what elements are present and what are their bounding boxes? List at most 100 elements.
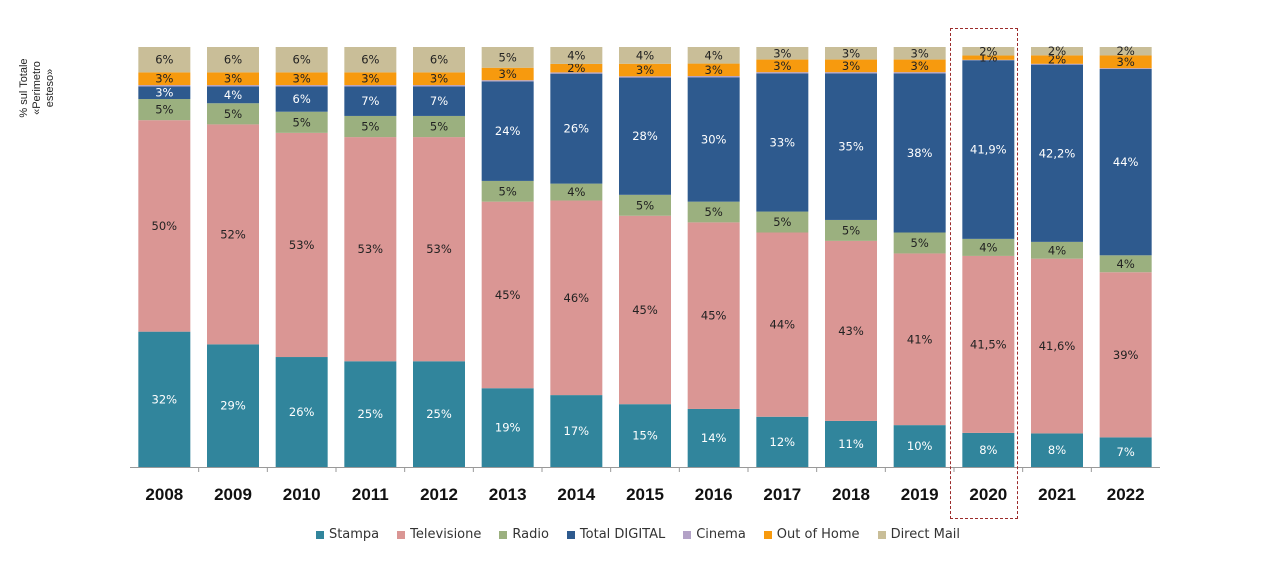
data-label: 45% xyxy=(701,309,727,323)
bar-segment xyxy=(413,137,465,362)
bar-segment xyxy=(207,124,259,345)
data-label: 6% xyxy=(155,53,173,67)
legend-item-stampa: Stampa xyxy=(315,527,379,542)
bar-segment xyxy=(550,395,603,467)
data-label: 3% xyxy=(430,72,448,86)
bar-segment xyxy=(481,67,534,81)
data-label: 5% xyxy=(705,205,723,219)
y-axis-label-line-2: «Perimetro esteso» xyxy=(31,61,56,115)
bar-segment xyxy=(893,253,946,426)
bar-segment xyxy=(1099,69,1152,256)
bar-segment xyxy=(138,331,191,467)
data-label: 14% xyxy=(701,431,727,445)
data-label: 5% xyxy=(224,107,242,121)
bar-segment xyxy=(1099,272,1152,438)
bar-segment xyxy=(207,86,259,104)
bar-segment xyxy=(344,72,397,86)
bar-segment xyxy=(550,47,603,64)
legend-item-out-of-home: Out of Home xyxy=(763,527,860,542)
data-label: 4% xyxy=(567,185,585,199)
data-label: 7% xyxy=(430,94,448,108)
bar-segment xyxy=(687,408,740,467)
bar-segment xyxy=(207,344,259,467)
bar-segment xyxy=(1031,258,1083,434)
bar-segment xyxy=(962,432,1015,467)
bar-segment xyxy=(481,81,534,181)
bar-segment xyxy=(413,72,465,86)
bar-segment xyxy=(1099,55,1152,69)
data-label: 35% xyxy=(838,140,864,154)
data-label: 25% xyxy=(426,407,452,421)
bar-segment xyxy=(825,240,877,421)
bar-segment xyxy=(756,47,809,60)
bar-segment xyxy=(1099,47,1152,56)
legend-label: Direct Mail xyxy=(890,527,961,542)
data-label: 4% xyxy=(705,48,723,62)
data-label: 8% xyxy=(979,443,997,457)
bar-segment xyxy=(687,222,740,409)
legend-item-direct-mail: Direct Mail xyxy=(877,527,961,542)
bar-segment xyxy=(207,103,259,125)
legend-swatch xyxy=(499,530,508,539)
bar-segment xyxy=(962,47,1015,56)
bar-segment xyxy=(825,73,877,220)
bar-segment xyxy=(138,72,191,86)
y-axis-label-line-1: % sul Totale xyxy=(18,58,30,118)
x-tick-label: 2011 xyxy=(352,485,389,504)
bar-segment xyxy=(619,47,671,64)
bar-segment xyxy=(207,72,259,86)
data-label: 3% xyxy=(773,59,791,73)
bar-segment xyxy=(481,47,534,68)
bar-segment xyxy=(619,194,671,216)
x-tick-label: 2019 xyxy=(901,485,939,504)
bar-segment xyxy=(1099,255,1152,273)
x-tick-label: 2010 xyxy=(283,485,321,504)
bar-segment xyxy=(275,72,328,86)
data-label: 2% xyxy=(567,61,585,75)
legend: Stampa Televisione Radio Total DIGITAL C… xyxy=(0,527,1276,542)
data-label: 6% xyxy=(430,53,448,67)
bar-segment xyxy=(756,416,809,467)
bar-segment xyxy=(138,120,191,332)
data-label: 3% xyxy=(1117,55,1135,69)
data-label: 4% xyxy=(567,48,585,62)
bar-segment xyxy=(756,72,809,74)
legend-label: Out of Home xyxy=(776,527,860,542)
bar-segment xyxy=(481,180,534,202)
legend-label: Televisione xyxy=(410,527,482,542)
data-label: 24% xyxy=(495,124,521,138)
data-label: 3% xyxy=(911,46,929,60)
bar-segment xyxy=(962,238,1015,256)
data-label: 53% xyxy=(289,238,315,252)
data-label: 53% xyxy=(358,242,384,256)
data-label: 28% xyxy=(632,129,658,143)
data-label: 7% xyxy=(361,94,379,108)
data-label: 3% xyxy=(911,59,929,73)
legend-swatch xyxy=(315,530,324,539)
x-tick-label: 2012 xyxy=(420,485,458,504)
data-label: 5% xyxy=(842,223,860,237)
data-label: 46% xyxy=(564,291,590,305)
bar-segment xyxy=(550,63,603,73)
bar-segment xyxy=(275,85,328,87)
data-label: 53% xyxy=(426,242,452,256)
bar-segment xyxy=(893,72,946,74)
bar-segment xyxy=(962,60,1015,239)
bar-segment xyxy=(619,77,671,195)
x-tick-label: 2016 xyxy=(695,485,733,504)
bar-segment xyxy=(275,132,328,358)
data-label: 4% xyxy=(1117,257,1135,271)
data-label: 42,2% xyxy=(1039,146,1076,160)
bar-segment xyxy=(413,85,465,87)
bar-segment xyxy=(207,85,259,87)
bar-segment xyxy=(344,85,397,87)
legend-swatch xyxy=(763,530,772,539)
data-label: 3% xyxy=(842,46,860,60)
data-label: 7% xyxy=(1117,445,1135,459)
bar-segment xyxy=(756,59,809,73)
bar-segment xyxy=(893,425,946,467)
data-label: 29% xyxy=(220,399,246,413)
x-tick-label: 2018 xyxy=(832,485,870,504)
bar-segment xyxy=(825,59,877,73)
